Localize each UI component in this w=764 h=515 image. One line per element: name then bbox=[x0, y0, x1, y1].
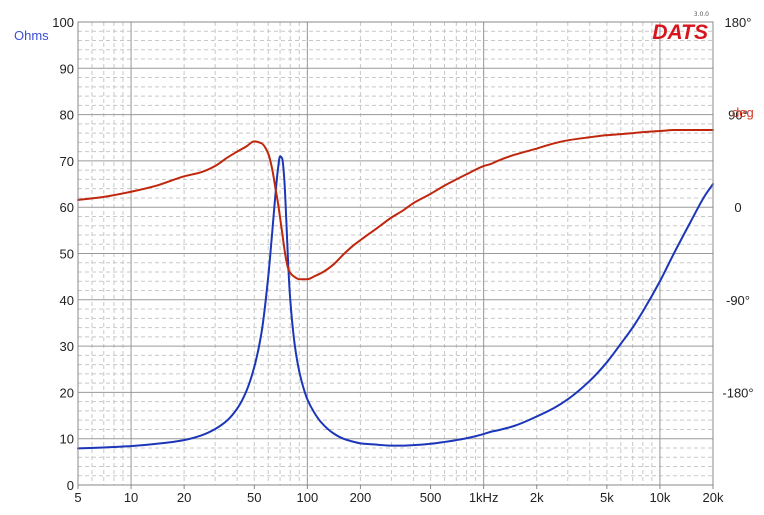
y-tick-label: 30 bbox=[60, 339, 74, 354]
y-tick-label: 20 bbox=[60, 385, 74, 400]
y2-tick-label: -180° bbox=[722, 385, 753, 400]
x-tick-label: 5k bbox=[600, 490, 614, 505]
y-tick-label: 50 bbox=[60, 247, 74, 262]
y-tick-label: 40 bbox=[60, 293, 74, 308]
x-tick-label: 100 bbox=[297, 490, 319, 505]
axis-tick-labels: 0 10 20 30 40 50 60 70 80 90 100 5 10 20 50 100 200 500 1k… bbox=[52, 15, 753, 505]
y-tick-label: 60 bbox=[60, 200, 74, 215]
plot-lines bbox=[77, 129, 714, 450]
x-tick-label: 2k bbox=[530, 490, 544, 505]
y-tick-label: 80 bbox=[60, 108, 74, 123]
ohms-axis-label: Ohms bbox=[14, 28, 49, 43]
y-tick-label: 10 bbox=[60, 432, 74, 447]
y-tick-label: 100 bbox=[52, 15, 74, 30]
x-tick-label: 10 bbox=[124, 490, 138, 505]
impedance-curve bbox=[77, 155, 714, 450]
y2-tick-label: 180° bbox=[725, 15, 752, 30]
dats-logo: DATS bbox=[652, 21, 708, 44]
x-tick-label: 200 bbox=[350, 490, 372, 505]
x-tick-label: 20k bbox=[703, 490, 724, 505]
deg-axis-label: deg bbox=[732, 105, 754, 120]
x-tick-label: 10k bbox=[649, 490, 670, 505]
y2-tick-label: 0 bbox=[734, 200, 741, 215]
x-tick-label: 5 bbox=[74, 490, 81, 505]
y2-tick-label: -90° bbox=[726, 293, 750, 308]
y2-tick-label: 90° bbox=[728, 108, 748, 123]
y-tick-label: 0 bbox=[67, 478, 74, 493]
dats-version: 3.0.0 bbox=[694, 11, 709, 18]
plot-frame bbox=[77, 21, 714, 486]
phase-curve bbox=[77, 129, 714, 281]
y-tick-label: 70 bbox=[60, 154, 74, 169]
grid bbox=[78, 22, 713, 485]
x-tick-label: 20 bbox=[177, 490, 191, 505]
x-tick-label: 500 bbox=[420, 490, 442, 505]
x-tick-label: 1kHz bbox=[469, 490, 499, 505]
x-tick-label: 50 bbox=[247, 490, 261, 505]
y-tick-label: 90 bbox=[60, 61, 74, 76]
